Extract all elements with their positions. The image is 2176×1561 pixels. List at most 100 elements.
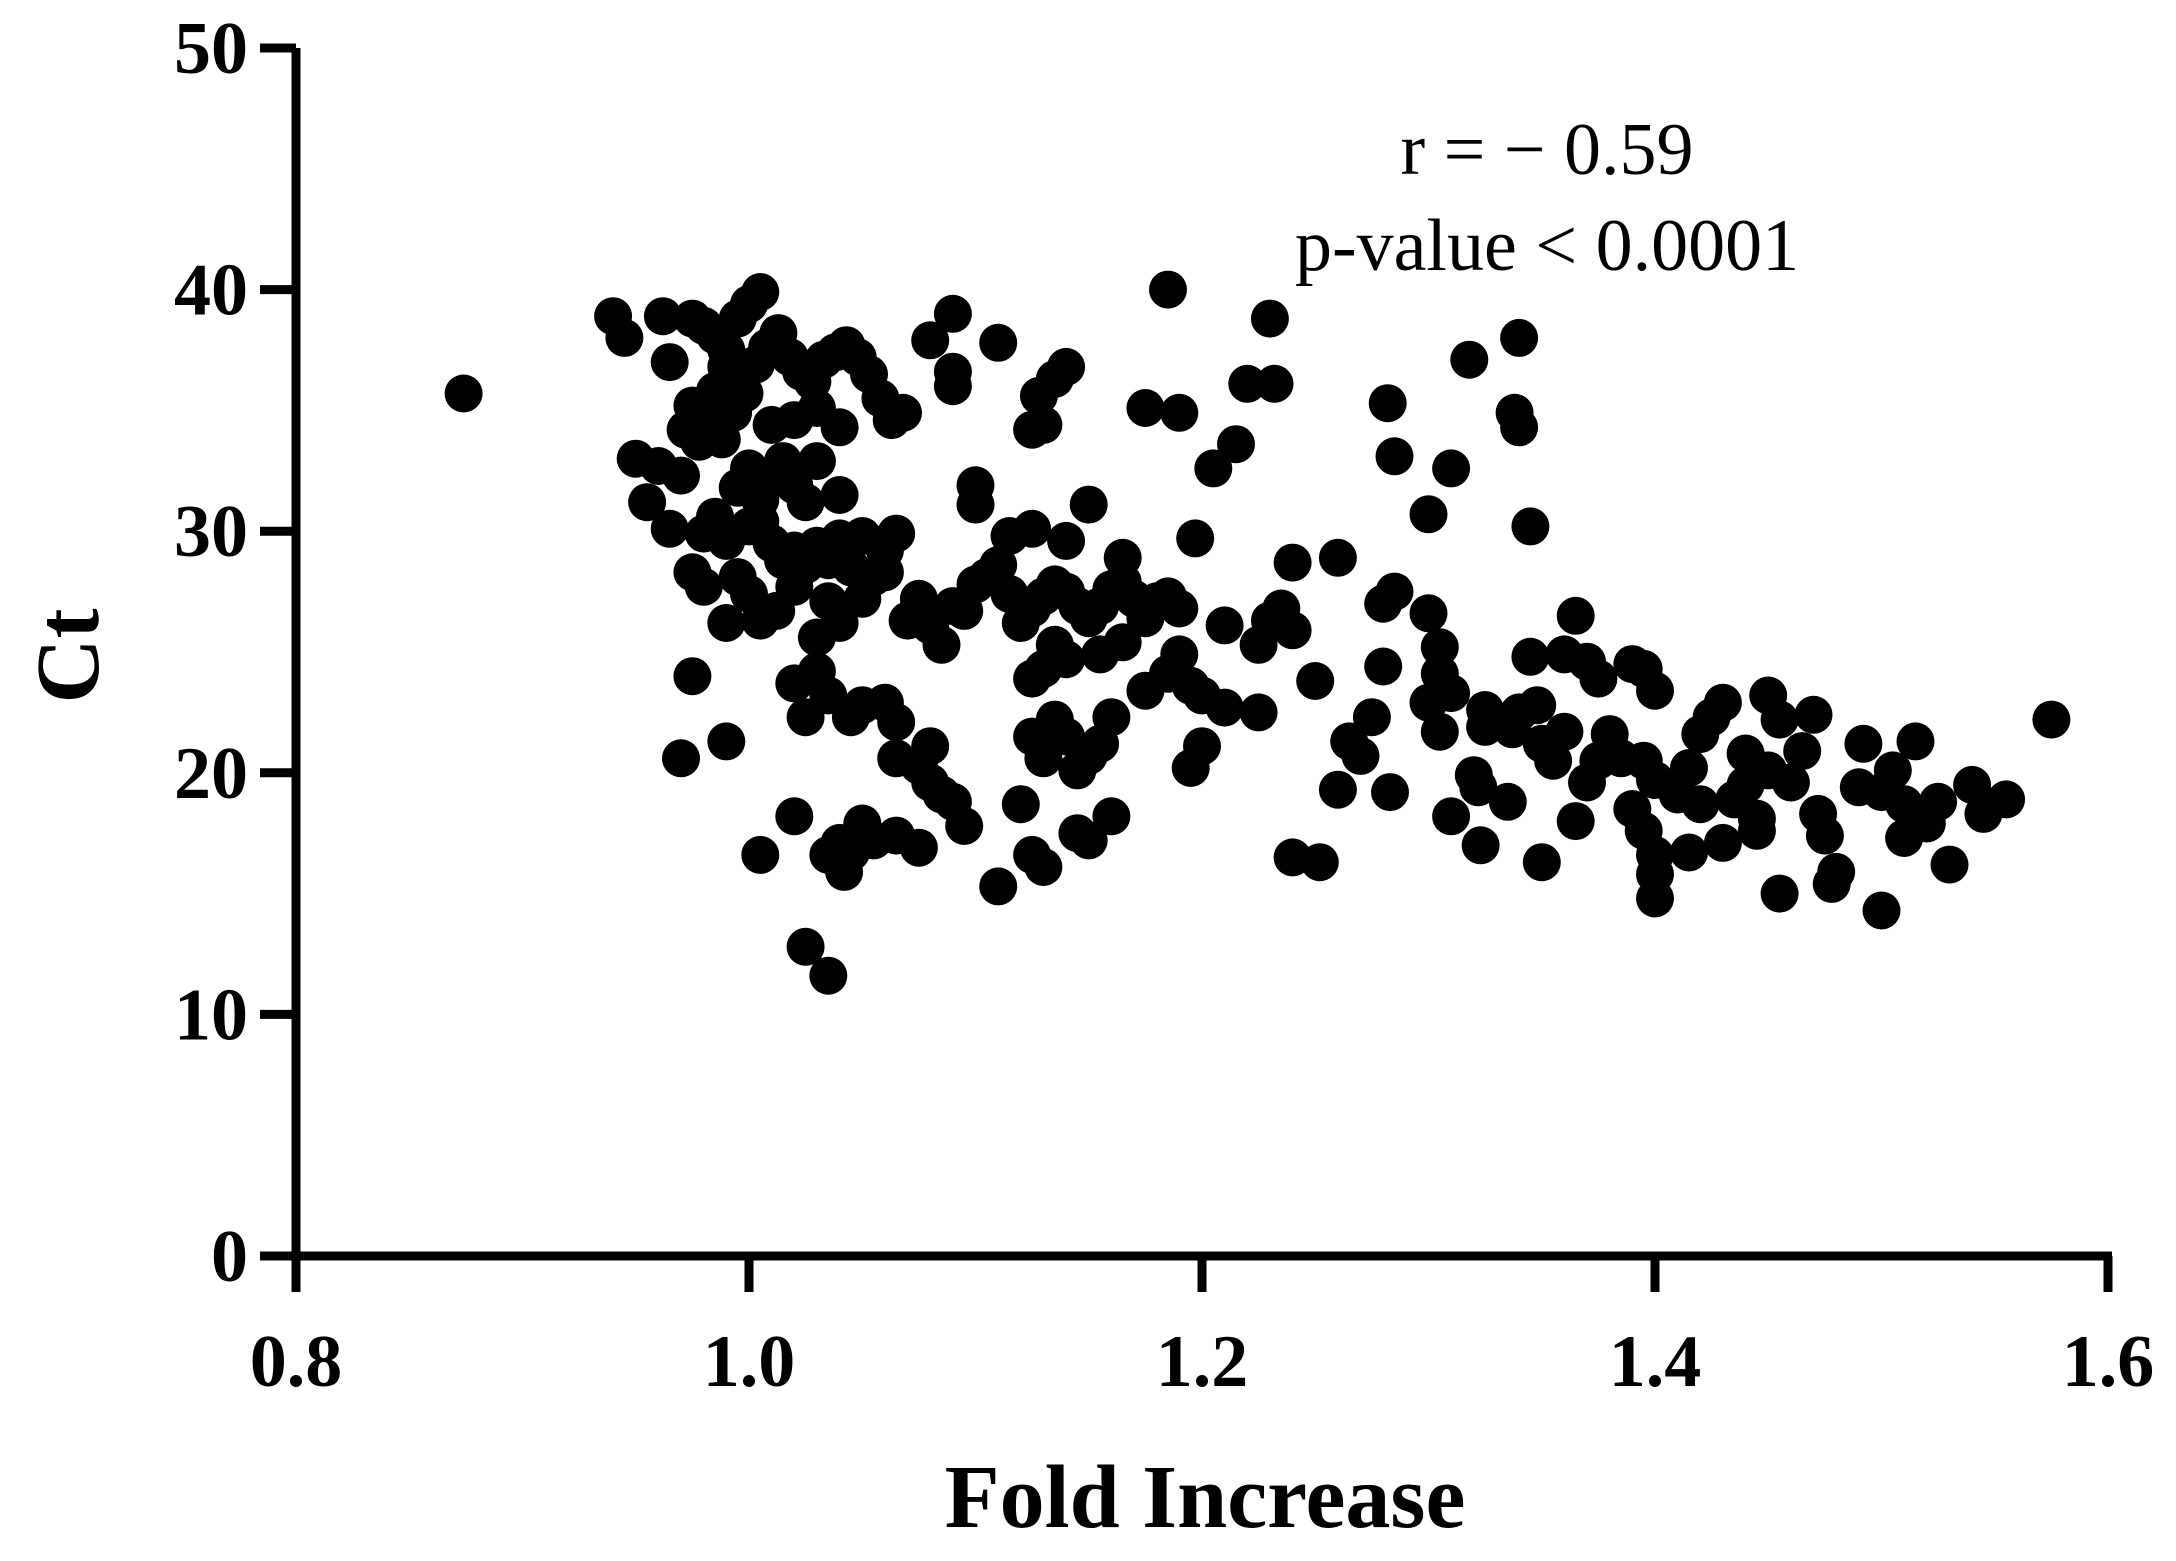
y-tick-label: 50	[174, 8, 248, 90]
data-point	[1511, 637, 1550, 676]
data-point	[979, 546, 1018, 584]
data-point	[1092, 698, 1131, 737]
data-point	[1534, 741, 1573, 780]
data-point	[1160, 393, 1199, 432]
data-point	[1047, 347, 1086, 386]
data-point	[877, 703, 916, 742]
data-point	[1511, 507, 1550, 546]
data-point	[1459, 768, 1498, 807]
data-point	[775, 797, 814, 836]
y-tick-label: 20	[174, 733, 248, 815]
data-point	[662, 456, 700, 495]
data-point	[1839, 768, 1878, 807]
data-point	[1239, 693, 1278, 732]
data-point	[1371, 773, 1409, 812]
data-point	[1681, 785, 1720, 824]
data-point	[1760, 700, 1799, 739]
data-point	[899, 828, 938, 867]
data-point	[945, 807, 984, 845]
data-point	[1126, 389, 1165, 427]
data-point	[1205, 606, 1244, 645]
data-point	[1194, 449, 1233, 488]
data-point	[1670, 833, 1708, 872]
data-point	[684, 567, 723, 606]
ticks: 0 10 20 30 40 50 0.8 1.0 1.2 1.4 1.6	[174, 8, 2154, 1403]
y-axis-title: Ct	[19, 608, 118, 703]
data-point	[820, 476, 859, 514]
data-point	[979, 323, 1018, 362]
data-point	[1466, 707, 1505, 746]
data-point	[1160, 635, 1199, 674]
data-point	[865, 553, 904, 592]
data-point	[843, 579, 882, 618]
data-point	[662, 739, 700, 778]
data-point	[1500, 408, 1539, 447]
data-point	[933, 294, 972, 333]
data-point	[1432, 674, 1471, 713]
data-point	[1250, 299, 1289, 338]
data-point	[933, 367, 972, 406]
y-tick-label: 40	[174, 250, 248, 332]
data-point	[956, 485, 995, 524]
data-point	[650, 509, 689, 548]
data-point	[1771, 763, 1810, 802]
data-point	[1432, 797, 1471, 836]
data-point	[1024, 848, 1063, 886]
data-point	[1953, 765, 1992, 804]
data-point	[707, 722, 746, 761]
data-point	[1500, 318, 1539, 357]
data-point	[1432, 449, 1471, 488]
data-point	[877, 514, 916, 553]
x-tick-label: 1.0	[703, 1321, 796, 1403]
data-point	[1047, 640, 1086, 679]
data-point	[1703, 683, 1742, 722]
data-point	[809, 956, 848, 995]
axes	[291, 48, 2112, 1261]
data-point	[1450, 340, 1489, 379]
data-point	[1024, 405, 1063, 444]
data-point	[444, 374, 483, 413]
data-point	[628, 483, 667, 522]
x-tick-label: 1.4	[1609, 1321, 1702, 1403]
data-point	[2032, 700, 2071, 739]
data-point	[1420, 628, 1459, 667]
data-point	[786, 927, 825, 966]
correlation-annotation: r = − 0.59	[1400, 109, 1693, 191]
data-point	[1420, 712, 1459, 751]
data-point	[1103, 538, 1142, 577]
data-point	[1001, 785, 1040, 824]
data-point	[1171, 749, 1210, 787]
data-point	[1300, 843, 1339, 882]
data-point	[673, 657, 712, 696]
data-point	[1545, 712, 1584, 751]
data-point	[1930, 845, 1969, 884]
data-point	[911, 727, 950, 766]
data-point	[1987, 780, 2026, 819]
x-tick-label: 1.2	[1156, 1321, 1249, 1403]
data-point	[884, 393, 922, 432]
data-point	[1160, 589, 1199, 628]
data-point	[1579, 741, 1618, 780]
data-point	[1794, 695, 1833, 734]
data-point	[650, 343, 689, 382]
data-point	[1636, 879, 1674, 918]
x-tick-label: 0.8	[250, 1321, 343, 1403]
data-point	[1318, 538, 1357, 577]
y-tick-label: 10	[174, 974, 248, 1056]
data-point	[1205, 688, 1244, 727]
data-point	[725, 374, 764, 413]
data-point	[643, 297, 682, 336]
data-point	[1522, 843, 1561, 882]
data-point	[775, 567, 814, 606]
data-point	[1873, 751, 1912, 790]
data-point	[1103, 623, 1142, 662]
data-point	[1318, 770, 1357, 809]
data-point	[820, 604, 859, 642]
data-point	[1919, 782, 1958, 821]
data-point	[1461, 826, 1500, 865]
data-point	[1341, 736, 1380, 775]
data-point	[1149, 270, 1187, 309]
data-point	[1176, 519, 1215, 558]
